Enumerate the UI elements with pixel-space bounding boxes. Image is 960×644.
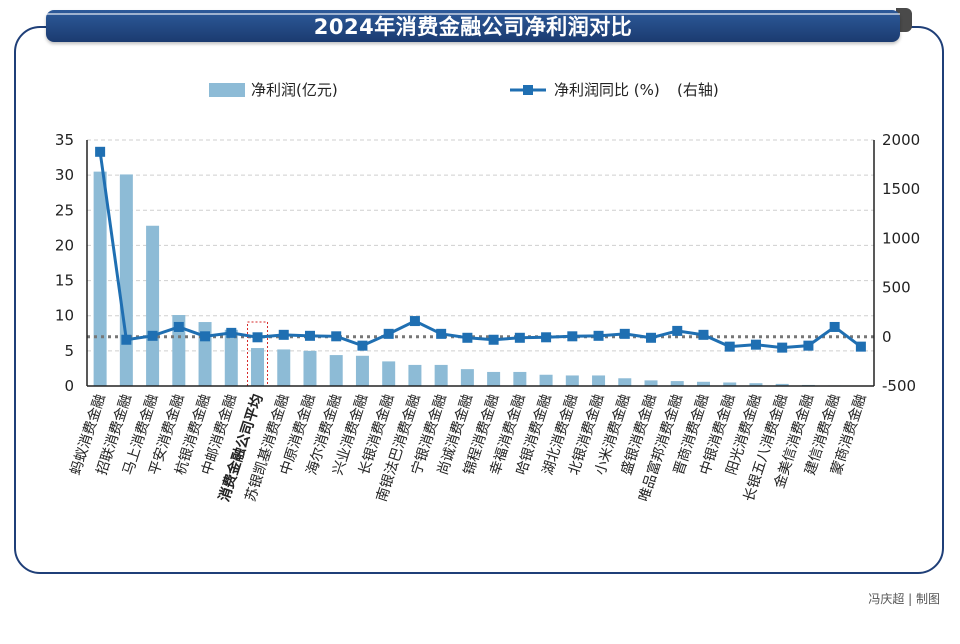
left-tick-label: 20 bbox=[55, 236, 74, 254]
yoy-point bbox=[200, 331, 211, 342]
bar bbox=[460, 369, 474, 386]
banner-highlight-line bbox=[46, 13, 900, 15]
yoy-point bbox=[646, 332, 657, 343]
yoy-point bbox=[304, 330, 315, 341]
yoy-point bbox=[803, 340, 814, 351]
bar bbox=[592, 375, 606, 386]
bar bbox=[618, 378, 632, 386]
right-tick-label: 1000 bbox=[882, 229, 920, 247]
left-tick-label: 0 bbox=[64, 377, 74, 395]
legend-line-label: 净利润同比 (%) bbox=[554, 81, 660, 99]
bar bbox=[251, 348, 265, 386]
yoy-point bbox=[829, 321, 840, 332]
yoy-point bbox=[95, 146, 106, 157]
legend-line-marker bbox=[523, 85, 533, 95]
bar bbox=[513, 371, 527, 386]
yoy-line-path bbox=[98, 151, 862, 350]
bar bbox=[749, 383, 763, 386]
bar bbox=[408, 364, 422, 386]
chart-title: 2024年消费金融公司净利润对比 bbox=[313, 15, 633, 39]
left-tick-label: 35 bbox=[55, 131, 74, 149]
bar bbox=[224, 329, 238, 386]
left-tick-label: 5 bbox=[64, 342, 74, 360]
yoy-point bbox=[488, 334, 499, 345]
bars bbox=[93, 171, 868, 386]
yoy-point bbox=[331, 331, 342, 342]
bar bbox=[644, 380, 658, 386]
left-tick-label: 10 bbox=[55, 307, 74, 325]
yoy-point bbox=[147, 330, 158, 341]
bar bbox=[277, 349, 291, 386]
bar bbox=[670, 381, 684, 386]
yoy-point bbox=[750, 339, 761, 350]
bar bbox=[355, 355, 369, 386]
yoy-point bbox=[698, 329, 709, 340]
axes: 0 5 10 15 20 25 30 35 -500 0 500 1000 1500 2000 bbox=[55, 131, 920, 395]
yoy-point bbox=[777, 342, 788, 353]
yoy-point bbox=[541, 332, 552, 343]
grid bbox=[87, 139, 874, 352]
yoy-point bbox=[619, 328, 630, 339]
bar bbox=[487, 371, 501, 386]
bar bbox=[329, 355, 343, 386]
bar bbox=[775, 383, 789, 386]
right-tick-label: 0 bbox=[882, 328, 892, 346]
bar bbox=[119, 174, 133, 386]
bar bbox=[539, 374, 553, 386]
yoy-point bbox=[357, 340, 368, 351]
bar bbox=[146, 225, 160, 386]
yoy-point bbox=[567, 331, 578, 342]
yoy-point bbox=[409, 316, 420, 327]
yoy-point bbox=[436, 328, 447, 339]
legend-bar-label: 净利润(亿元) bbox=[251, 81, 338, 99]
bar bbox=[565, 375, 579, 386]
chart-title-banner: 2024年消费金融公司净利润对比 bbox=[46, 10, 900, 42]
yoy-point bbox=[226, 327, 237, 338]
left-tick-label: 25 bbox=[55, 201, 74, 219]
bar bbox=[382, 361, 396, 386]
yoy-point bbox=[121, 334, 132, 345]
right-tick-label: -500 bbox=[882, 377, 916, 395]
yoy-line bbox=[95, 146, 866, 353]
right-tick-label: 2000 bbox=[882, 131, 920, 149]
bar bbox=[303, 350, 317, 386]
chart-frame bbox=[14, 26, 944, 574]
category-labels: 蚂蚁消费金融招联消费金融马上消费金融平安消费金融杭银消费金融中邮消费金融消费金融… bbox=[68, 392, 870, 504]
yoy-point bbox=[855, 341, 866, 352]
bar bbox=[696, 381, 710, 386]
legend-line-axis-note: (右轴) bbox=[677, 81, 719, 99]
bar bbox=[172, 315, 186, 386]
credit: 冯庆超 | 制图 bbox=[868, 592, 940, 606]
legend-bar-swatch bbox=[209, 83, 245, 97]
yoy-point bbox=[672, 325, 683, 336]
yoy-point bbox=[724, 341, 735, 352]
yoy-point bbox=[462, 332, 473, 343]
legend: 净利润(亿元) 净利润同比 (%) (右轴) bbox=[209, 81, 719, 99]
left-tick-label: 30 bbox=[55, 166, 74, 184]
yoy-point bbox=[252, 332, 263, 343]
bar bbox=[93, 171, 107, 386]
right-tick-label: 1500 bbox=[882, 180, 920, 198]
yoy-point bbox=[173, 321, 184, 332]
yoy-point bbox=[278, 329, 289, 340]
yoy-point bbox=[593, 330, 604, 341]
right-tick-label: 500 bbox=[882, 279, 911, 297]
bar bbox=[434, 364, 448, 386]
left-tick-label: 15 bbox=[55, 272, 74, 290]
bar bbox=[723, 382, 737, 386]
yoy-point bbox=[383, 328, 394, 339]
banner-tab bbox=[896, 8, 912, 32]
yoy-point bbox=[514, 332, 525, 343]
